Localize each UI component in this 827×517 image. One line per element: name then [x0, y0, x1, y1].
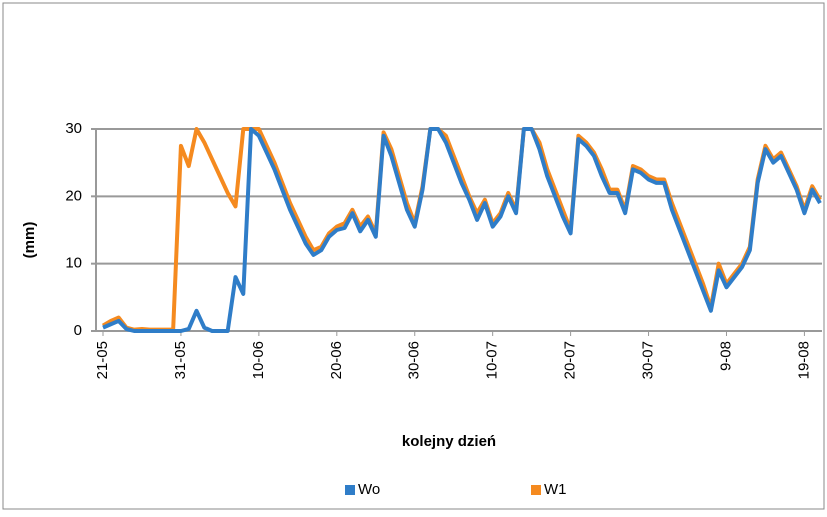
x-tick-label: 30-07 [640, 341, 657, 379]
legend-swatch [531, 485, 541, 495]
legend-label: W1 [544, 481, 567, 498]
legend-swatch [345, 485, 355, 495]
y-axis-label: (mm) [21, 222, 38, 259]
x-tick-label: 10-06 [250, 341, 267, 379]
y-tick-label: 10 [65, 255, 82, 272]
y-tick-label: 0 [74, 322, 82, 339]
x-tick-label: 31-05 [172, 341, 189, 379]
x-tick-label: 10-07 [484, 341, 501, 379]
x-tick-label: 30-06 [406, 341, 423, 379]
series-line [101, 127, 822, 332]
x-tick-label: 21-05 [94, 341, 111, 379]
y-tick-label: 20 [65, 187, 82, 204]
x-tick-label: 20-07 [562, 341, 579, 379]
series-line [102, 127, 822, 333]
x-tick-label: 19-08 [795, 341, 812, 379]
x-axis-label: kolejny dzień [402, 433, 496, 450]
y-tick-label: 30 [65, 120, 82, 137]
legend-label: Wo [358, 481, 380, 498]
x-tick-label: 9-08 [717, 341, 734, 371]
chart-frame [2, 2, 825, 510]
x-tick-label: 20-06 [328, 341, 345, 379]
